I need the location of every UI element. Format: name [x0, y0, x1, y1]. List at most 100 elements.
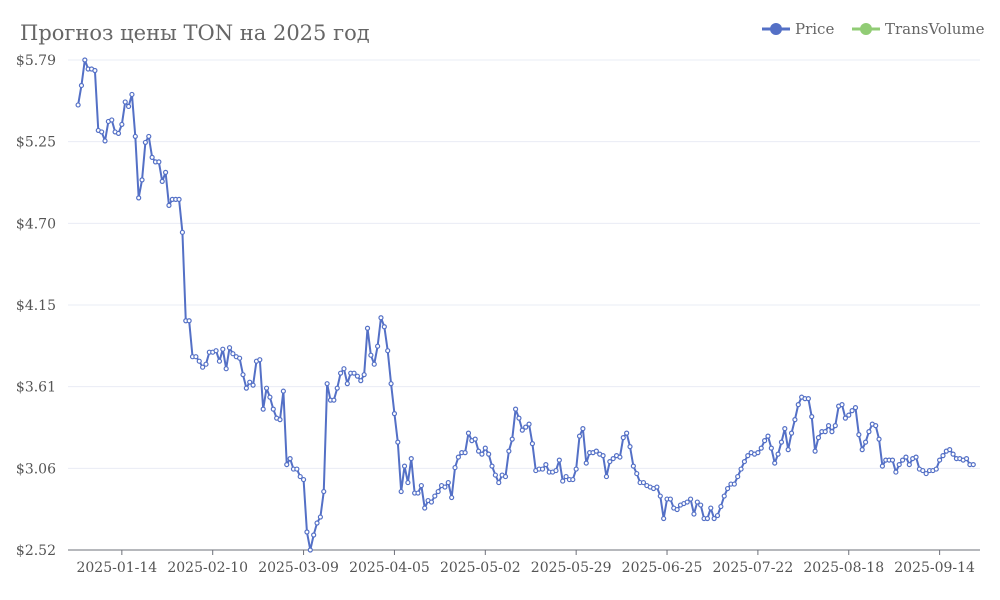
data-point	[792, 417, 798, 423]
data-point	[607, 458, 613, 465]
x-tick-label: 2025-07-22	[713, 560, 794, 576]
data-point	[519, 427, 525, 433]
data-point	[297, 473, 303, 480]
data-point	[277, 417, 283, 423]
data-point	[573, 466, 579, 472]
data-point	[825, 423, 832, 429]
data-point	[738, 466, 744, 472]
data-point	[166, 202, 172, 208]
legend-label-price: Price	[795, 20, 834, 38]
data-point	[657, 493, 663, 499]
data-point	[755, 450, 761, 456]
data-point	[341, 366, 347, 372]
data-point	[721, 493, 727, 499]
data-point	[482, 445, 488, 451]
legend-item-price[interactable]: Price	[762, 20, 834, 38]
data-point	[445, 479, 451, 486]
data-point	[82, 57, 88, 63]
data-point	[906, 461, 912, 468]
data-point	[556, 457, 562, 463]
data-point	[294, 466, 300, 472]
data-point	[223, 366, 229, 372]
data-point	[654, 484, 660, 490]
data-point	[267, 394, 273, 400]
y-tick-label: $4.15	[16, 298, 56, 314]
data-point	[408, 455, 414, 462]
data-point	[735, 473, 741, 480]
data-point	[617, 454, 623, 460]
data-point	[230, 351, 236, 357]
data-point	[200, 364, 206, 370]
data-point	[509, 436, 515, 442]
data-point	[691, 511, 697, 517]
data-point	[923, 470, 929, 477]
data-point	[398, 488, 404, 495]
data-point	[583, 460, 589, 466]
data-point	[237, 355, 243, 361]
data-point	[640, 479, 647, 486]
x-tick-label: 2025-06-25	[622, 560, 703, 576]
data-point	[368, 352, 374, 358]
data-point	[311, 532, 317, 538]
data-point	[805, 396, 811, 402]
data-point	[563, 473, 569, 480]
data-point	[603, 473, 610, 480]
legend-item-transvolume[interactable]: TransVolume	[852, 20, 985, 38]
data-point	[300, 476, 307, 483]
legend[interactable]: Price TransVolume	[762, 20, 985, 38]
data-point	[778, 439, 785, 445]
data-point	[344, 381, 350, 387]
data-point	[970, 461, 976, 468]
data-point	[741, 458, 748, 465]
legend-dot-transvolume	[860, 23, 872, 35]
data-point	[479, 451, 485, 457]
data-point	[226, 345, 233, 351]
data-point	[422, 505, 428, 511]
series-price	[75, 57, 976, 553]
data-point	[866, 429, 872, 435]
data-point	[196, 358, 202, 364]
data-point	[809, 414, 815, 420]
data-point	[257, 357, 263, 363]
x-tick-label: 2025-01-14	[76, 560, 157, 576]
data-point	[250, 382, 256, 388]
data-point	[724, 485, 731, 492]
data-point	[950, 451, 956, 457]
data-point	[940, 453, 946, 459]
data-point	[358, 378, 364, 384]
data-point	[782, 426, 788, 432]
data-point	[832, 423, 838, 429]
data-point	[630, 463, 636, 469]
data-point	[822, 429, 828, 435]
data-point	[526, 421, 532, 427]
data-point	[401, 463, 408, 469]
data-point	[99, 129, 105, 135]
data-point	[661, 515, 667, 522]
data-point	[896, 461, 902, 468]
data-point	[698, 502, 704, 508]
data-point	[418, 482, 424, 489]
data-point	[846, 412, 852, 418]
data-point	[593, 448, 599, 454]
data-point	[247, 379, 253, 385]
data-point	[472, 436, 478, 442]
data-point	[428, 499, 435, 505]
data-point	[570, 476, 576, 483]
data-point	[903, 454, 909, 460]
data-point	[920, 467, 926, 474]
data-point	[708, 505, 714, 511]
data-point	[718, 503, 724, 510]
data-point	[122, 99, 128, 105]
data-point	[371, 361, 377, 367]
x-tick-label: 2025-08-18	[803, 560, 884, 576]
data-point	[624, 430, 630, 436]
data-point	[687, 496, 694, 502]
data-point	[576, 433, 583, 439]
x-axis: 2025-01-14 2025-02-10 2025-03-09 2025-04-05…	[68, 549, 980, 576]
data-point	[512, 406, 519, 412]
data-point	[385, 348, 391, 354]
y-tick-label: $4.70	[16, 216, 56, 232]
data-point	[405, 479, 411, 486]
data-point	[580, 426, 586, 432]
